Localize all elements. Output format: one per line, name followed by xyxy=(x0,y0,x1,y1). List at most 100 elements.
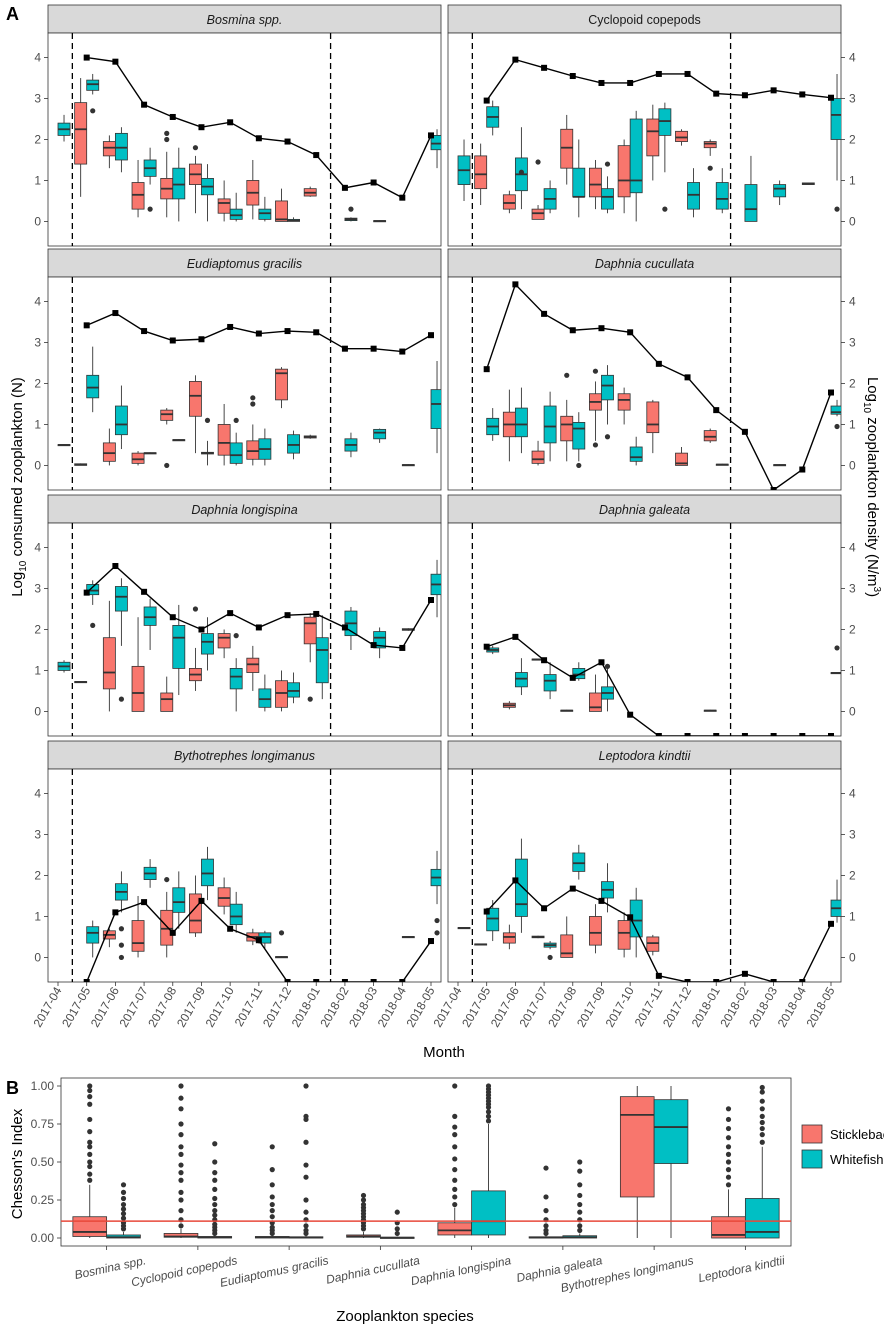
outlier-point xyxy=(303,1113,309,1119)
y-tick-label: 2 xyxy=(34,133,41,147)
facet-boxes xyxy=(83,846,441,982)
box-iqr xyxy=(589,692,602,712)
outlier-point xyxy=(269,1194,275,1200)
facet-title: Daphnia longispina xyxy=(191,503,297,517)
whitefish-box xyxy=(201,846,214,901)
density-point xyxy=(169,614,176,621)
y-tick-label: 4 xyxy=(849,787,856,801)
facet-title: Bosmina spp. xyxy=(207,13,283,27)
whitefish-box xyxy=(830,399,841,430)
density-point xyxy=(284,612,291,619)
whitefish-box xyxy=(830,879,841,923)
outlier-point xyxy=(178,1177,184,1183)
outlier-point xyxy=(759,1119,765,1126)
outlier-point xyxy=(303,1197,309,1203)
y-tick-label: 3 xyxy=(34,336,41,350)
outlier-point xyxy=(518,169,525,175)
outlier-point xyxy=(269,1167,275,1173)
outlier-point xyxy=(759,1098,765,1104)
outlier-point xyxy=(707,165,713,171)
month-tick-labels: 2017-042017-052017-062017-072017-082017-… xyxy=(30,984,837,1029)
box-iqr xyxy=(287,434,300,454)
outlier-point xyxy=(120,1195,127,1202)
whitefish-box xyxy=(572,412,586,469)
whitefish-box xyxy=(572,139,586,218)
outlier-point xyxy=(147,206,153,212)
box-iqr xyxy=(131,920,145,952)
facet-panel xyxy=(447,32,842,247)
outlier-point xyxy=(485,1083,492,1089)
outlier-point xyxy=(87,1083,93,1089)
stickleback-box xyxy=(617,387,631,425)
whitefish-box xyxy=(86,346,100,413)
box-iqr xyxy=(617,920,631,950)
box-iqr xyxy=(373,631,387,649)
outlier-point xyxy=(592,368,599,374)
box-iqr xyxy=(114,586,128,612)
density-point xyxy=(799,466,806,473)
density-point xyxy=(255,937,262,944)
outlier-point xyxy=(452,1144,458,1150)
y-tick-label: 3 xyxy=(849,582,856,596)
box-iqr xyxy=(258,208,272,220)
facet-strip xyxy=(447,494,842,524)
box-iqr xyxy=(675,452,688,466)
outlier-point xyxy=(577,1159,583,1165)
box-iqr xyxy=(773,184,787,198)
y-tick-label: 2 xyxy=(34,623,41,637)
y-tick-label: 0 xyxy=(849,458,856,472)
whitefish-box xyxy=(86,73,100,114)
outlier-point xyxy=(452,1186,458,1192)
whitefish-box xyxy=(114,127,128,173)
stickleback-box xyxy=(531,440,545,466)
density-point xyxy=(112,563,119,570)
density-point xyxy=(627,914,634,921)
whitefish-box xyxy=(430,360,441,454)
box-iqr xyxy=(275,368,288,401)
box-iqr xyxy=(275,680,288,708)
y-tick-label: 1 xyxy=(849,417,856,431)
facet-panel xyxy=(47,522,442,737)
outlier-point xyxy=(269,1224,275,1230)
density-point xyxy=(341,979,348,982)
density-point xyxy=(770,487,777,490)
outlier-point xyxy=(303,1209,309,1215)
box-iqr xyxy=(160,409,174,421)
y-tick-label: 2 xyxy=(849,133,856,147)
box-iqr xyxy=(430,389,441,429)
whitefish-box xyxy=(430,129,441,169)
stickleback-box xyxy=(589,674,602,712)
panel-letter-a: A xyxy=(6,4,19,24)
outlier-point xyxy=(577,1192,583,1199)
whitefish-box xyxy=(258,674,272,712)
box-iqr xyxy=(217,424,231,456)
whitefish-box xyxy=(629,436,643,466)
density-point xyxy=(799,733,806,736)
outlier-point xyxy=(192,606,199,612)
box-iqr xyxy=(131,182,145,210)
whitefish-box xyxy=(86,920,100,958)
outlier-point xyxy=(120,1189,127,1195)
whitefish-box xyxy=(687,168,700,218)
box-iqr xyxy=(246,657,260,673)
outlier-point xyxy=(535,159,541,165)
outlier-point xyxy=(87,1094,93,1100)
stickleback-box xyxy=(217,180,231,222)
outlier-point xyxy=(164,462,170,469)
y-tick-label: 0 xyxy=(34,214,41,228)
density-point xyxy=(227,323,234,330)
density-point xyxy=(227,610,234,617)
outlier-point xyxy=(604,434,611,440)
outlier-point xyxy=(394,1230,400,1237)
box-iqr xyxy=(658,108,672,136)
stickleback-box xyxy=(74,78,88,197)
outlier-point xyxy=(178,1162,184,1168)
density-point xyxy=(713,733,720,736)
y-tick-label: 4 xyxy=(849,541,856,555)
legend-label-whitefish: Whitefish xyxy=(830,1152,883,1167)
whitefish-box xyxy=(288,1083,324,1239)
outlier-point xyxy=(120,1182,127,1188)
box-iqr xyxy=(437,1222,473,1236)
category-label-daphnia-longispina: Daphnia longispina xyxy=(409,1253,512,1288)
outlier-point xyxy=(178,1197,184,1203)
